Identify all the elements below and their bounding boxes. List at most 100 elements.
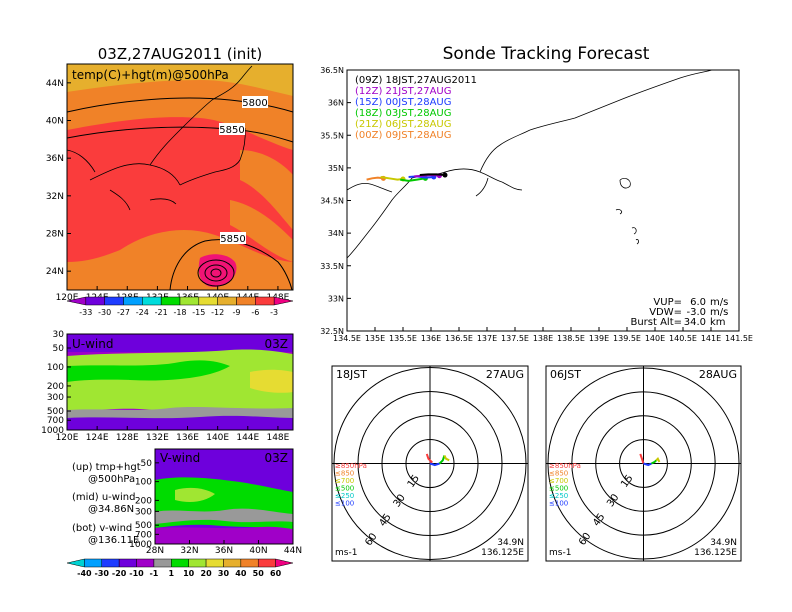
- y-tick-label: 700: [135, 530, 152, 540]
- colorbar-label: -30: [98, 308, 111, 317]
- temp-map-panel: temp(C)+hgt(m)@500hPa 5800 5850 5850 120…: [46, 63, 294, 303]
- x-tick-label: 139E: [589, 334, 609, 343]
- track-y-ticks: 32.5N 33N 33.5N 34N 34.5N 35N 35.5N 36N 36.5N: [320, 66, 351, 336]
- track-line: [419, 173, 446, 177]
- y-tick-label: 50: [141, 459, 153, 469]
- y-tick-label: 100: [47, 363, 64, 373]
- colorbar-cell: [160, 296, 181, 306]
- v-wind-panel: V-wind 03Z 28N 32N 36N 40N 44N 5010020030050…: [129, 448, 302, 556]
- colorbar-label: -9: [233, 308, 241, 317]
- x-tick-label: 120E: [56, 433, 79, 443]
- colorbar-cell: [136, 558, 155, 568]
- hodo-trace: [429, 462, 440, 467]
- x-tick-label: 141.5E: [725, 334, 753, 343]
- side-legend: (up) tmp+hgt @500hPa (mid) u-wind @34.86…: [72, 462, 141, 546]
- y-tick-label: 1000: [41, 426, 64, 436]
- y-tick-label: 44N: [46, 79, 64, 89]
- hodo-trace: [443, 455, 450, 462]
- hodo-lon: 136.125E: [694, 548, 737, 558]
- colorbar-cell: [171, 558, 189, 568]
- y-tick-label: 36N: [328, 99, 344, 108]
- temp-contour-label-5850-b: 5850: [220, 232, 246, 245]
- u-band-green: [67, 349, 293, 412]
- u-band-bottom: [67, 415, 293, 430]
- track-series: [366, 172, 448, 182]
- colorbar-label: -15: [192, 308, 205, 317]
- x-tick-label: 40N: [249, 546, 267, 556]
- contour-label: 5850: [219, 125, 244, 136]
- y-tick-label: 50: [53, 344, 65, 354]
- hodo-date: 28AUG: [699, 368, 737, 381]
- temp-band-east: [240, 150, 293, 230]
- x-tick-label: 136E: [176, 433, 199, 443]
- hodo-legend-entry: ≤250: [549, 492, 568, 500]
- temp-y-ticks: 24N 28N 32N 36N 40N 44N: [46, 79, 71, 277]
- colorbar-label: -20: [112, 569, 127, 578]
- temp-contour-label-5800: 5800: [242, 96, 268, 109]
- hodo-lat: 34.9N: [710, 538, 737, 548]
- hodo-trace: [438, 455, 446, 465]
- colorbar-label: -10: [129, 569, 144, 578]
- legend-entry: (00Z) 09JST,28AUG: [355, 130, 452, 141]
- hodo-legend-entry: ≤850: [549, 470, 568, 478]
- y-tick-label: 100: [135, 478, 152, 488]
- hodo-lon: 136.125E: [481, 548, 524, 558]
- y-tick-label: 300: [47, 393, 64, 403]
- y-tick-label: 35.5N: [320, 131, 344, 140]
- x-tick-label: 36N: [215, 546, 233, 556]
- hodo-legend-entry: ≤100: [549, 500, 568, 508]
- colorbar-cell: [153, 558, 172, 568]
- x-tick-label: 136E: [421, 334, 441, 343]
- colorbar-cell: [123, 296, 143, 306]
- colorbar-cell: [84, 558, 103, 568]
- colorbar-label: 50: [253, 569, 265, 578]
- u-x-ticks: 120E 124E 128E 132E 136E 140E 144E 148E: [56, 426, 290, 443]
- u-panel-label: U-wind: [72, 337, 113, 351]
- hodo-units: ms-1: [549, 548, 571, 558]
- y-tick-label: 35N: [328, 164, 344, 173]
- x-tick-label: 134.5E: [333, 334, 361, 343]
- y-tick-label: 36N: [46, 154, 64, 164]
- colorbar-label: -33: [79, 308, 92, 317]
- hodo-date: 27AUG: [486, 368, 524, 381]
- hodo-time: 18JST: [336, 368, 367, 381]
- colorbar-cell: [273, 296, 294, 306]
- hodo-legend-entry: ≤700: [549, 477, 568, 485]
- colorbar-cell: [66, 558, 85, 568]
- v-band-light: [175, 487, 215, 502]
- temp-band-cool-north: [67, 64, 293, 96]
- track-params: VUP= 6.0 m/s VDW= -3.0 m/s Burst Alt= 34.0 km: [630, 297, 728, 328]
- colorbar-label: -27: [117, 308, 130, 317]
- x-tick-label: 128E: [116, 433, 139, 443]
- side-legend-mid-2: @34.86N: [88, 504, 134, 515]
- x-tick-label: 124E: [86, 433, 109, 443]
- y-tick-label: 32.5N: [320, 327, 344, 336]
- colorbar-cell: [118, 558, 137, 568]
- y-tick-label: 40N: [46, 117, 64, 127]
- contour-label: 5800: [242, 98, 267, 109]
- v-colorbar: -40 -30 -20 -10 -1 1 10 20 30 40 50 60: [66, 558, 294, 578]
- colorbar-label: 40: [235, 569, 247, 578]
- track-line: [408, 175, 434, 179]
- legend-entry: (15Z) 00JST,28AUG: [355, 97, 452, 108]
- v-time-label: 03Z: [265, 451, 289, 465]
- side-legend-bot-2: @136.11E: [88, 535, 139, 546]
- x-tick-label: 135.5E: [389, 334, 417, 343]
- hodo-legend-entry: ≥850hPa: [549, 462, 581, 470]
- colorbar-cell: [217, 296, 237, 306]
- side-legend-up-1: (up) tmp+hgt: [72, 462, 141, 473]
- x-tick-label: 138E: [533, 334, 553, 343]
- colorbar-cell: [236, 296, 256, 306]
- x-tick-label: 135E: [365, 334, 385, 343]
- colorbar-cell: [85, 296, 105, 306]
- hodo-legend-entry: ≥850hPa: [335, 462, 367, 470]
- colorbar-label: -6: [251, 308, 259, 317]
- x-tick-label: 132E: [146, 433, 169, 443]
- y-tick-label: 300: [135, 507, 152, 517]
- side-legend-mid-1: (mid) u-wind: [72, 492, 135, 503]
- param-unit: m/s: [710, 307, 728, 318]
- temp-band-east-2: [230, 200, 293, 262]
- burst-point: [442, 172, 448, 178]
